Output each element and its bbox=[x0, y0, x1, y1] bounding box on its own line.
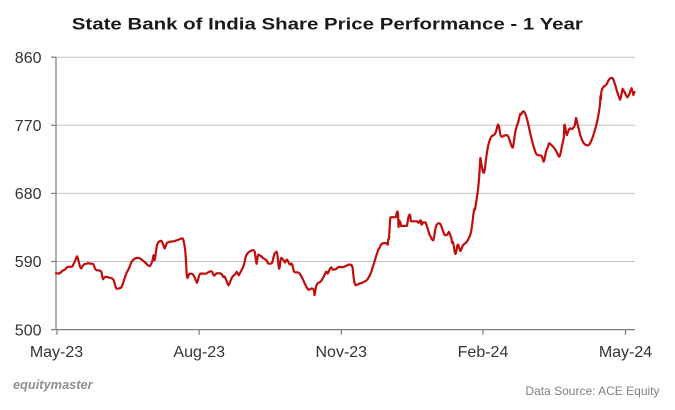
svg-text:May-23: May-23 bbox=[30, 344, 83, 361]
svg-text:equitymaster: equitymaster bbox=[13, 377, 94, 392]
svg-text:Nov-23: Nov-23 bbox=[316, 344, 368, 361]
svg-text:May-24: May-24 bbox=[599, 344, 652, 361]
svg-text:Feb-24: Feb-24 bbox=[458, 344, 509, 361]
svg-text:500: 500 bbox=[15, 322, 42, 339]
svg-text:770: 770 bbox=[15, 118, 42, 135]
svg-text:680: 680 bbox=[15, 186, 42, 203]
svg-text:590: 590 bbox=[15, 254, 42, 271]
svg-text:Aug-23: Aug-23 bbox=[173, 344, 225, 361]
svg-text:860: 860 bbox=[15, 50, 42, 67]
svg-text:State Bank of India Share Pric: State Bank of India Share Price Performa… bbox=[72, 15, 583, 34]
svg-text:Data Source: ACE Equity: Data Source: ACE Equity bbox=[525, 384, 659, 398]
